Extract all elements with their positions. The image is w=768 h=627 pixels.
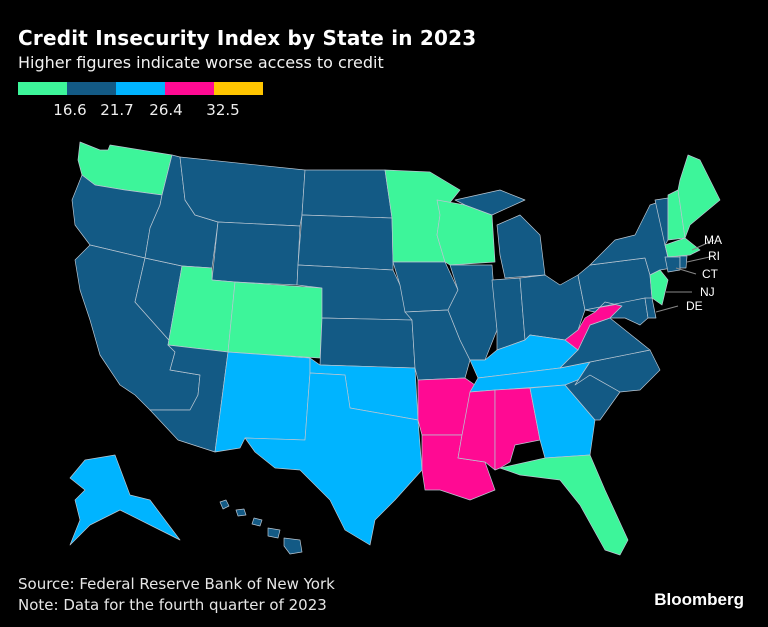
callout-label-de: DE — [686, 299, 703, 313]
state-fl — [499, 454, 629, 556]
legend-tick: 16.6 — [53, 101, 87, 119]
callout-label-nj: NJ — [700, 285, 715, 299]
state-in — [491, 277, 526, 351]
state-ks — [319, 317, 416, 369]
chart-title: Credit Insecurity Index by State in 2023 — [18, 26, 477, 50]
legend-tick: 26.4 — [149, 101, 183, 119]
callout-line — [655, 305, 679, 313]
legend-tick: 32.5 — [206, 101, 240, 119]
data-note: Note: Data for the fourth quarter of 202… — [18, 596, 327, 614]
state-nd — [301, 169, 393, 219]
state-oh — [519, 274, 586, 341]
callout-label-ri: RI — [708, 249, 720, 263]
state-me — [677, 154, 721, 239]
callout-label-ma: MA — [704, 233, 722, 247]
state-ak — [69, 454, 181, 546]
legend-swatch — [67, 82, 116, 95]
callout-label-ct: CT — [702, 267, 719, 281]
state-tx — [244, 372, 423, 546]
state-nj — [649, 269, 669, 306]
bloomberg-logo: Bloomberg — [654, 590, 744, 609]
state-de — [644, 297, 657, 319]
color-legend — [18, 82, 263, 95]
callout-line — [691, 239, 715, 251]
state-co — [227, 281, 323, 359]
state-wy — [211, 221, 301, 286]
legend-tick: 21.7 — [100, 101, 134, 119]
legend-swatch — [214, 82, 263, 95]
state-nm — [214, 351, 311, 453]
legend-swatch — [116, 82, 165, 95]
state-ct — [664, 256, 681, 273]
state-hi — [219, 499, 303, 555]
source-note: Source: Federal Reserve Bank of New York — [18, 575, 335, 593]
callout-line — [686, 255, 715, 263]
state-sd — [297, 214, 394, 271]
state-ma — [664, 237, 701, 258]
state-mt — [179, 156, 306, 227]
state-ri — [679, 255, 688, 269]
legend-swatch — [18, 82, 67, 95]
chart-subtitle: Higher figures indicate worse access to … — [18, 53, 384, 72]
callout-line — [675, 267, 697, 275]
legend-swatch — [165, 82, 214, 95]
